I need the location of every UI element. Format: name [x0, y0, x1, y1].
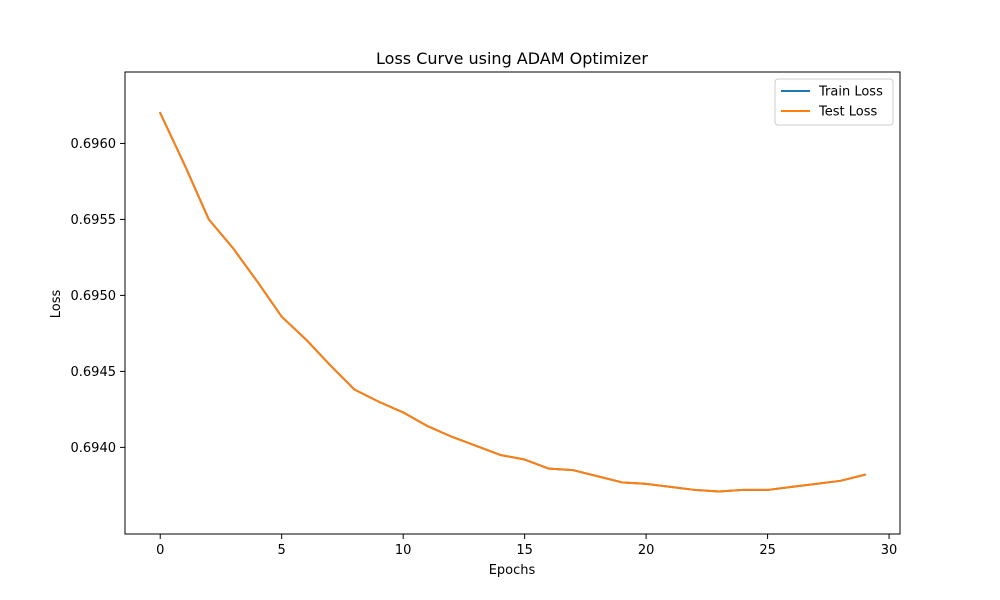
y-tick-label: 0.6950: [71, 289, 117, 304]
x-tick-label: 20: [638, 543, 655, 558]
legend-label-1: Test Loss: [818, 105, 877, 120]
x-tick-label: 5: [278, 543, 286, 558]
legend: Train Loss Test Loss: [774, 78, 894, 126]
x-tick-label: 15: [516, 543, 533, 558]
y-tick-label: 0.6940: [71, 441, 117, 456]
axes-frame: [124, 71, 901, 535]
series-line-1: [158, 111, 866, 493]
chart-title: Loss Curve using ADAM Optimizer: [376, 49, 648, 68]
legend-label-0: Train Loss: [818, 85, 883, 100]
y-axis-label: Loss: [49, 290, 64, 319]
x-tick-label: 10: [395, 543, 412, 558]
x-tick-label: 25: [759, 543, 776, 558]
plot-area: 0 5 10 15 20 25 30 0.6940 0.6945 0.6950 0.6955 0.69…: [71, 71, 901, 558]
y-tick-label: 0.6955: [71, 213, 117, 228]
y-tick-label: 0.6960: [71, 137, 117, 152]
x-tick-label: 0: [156, 543, 164, 558]
x-tick-label: 30: [881, 543, 898, 558]
x-axis-label: Epochs: [489, 563, 536, 578]
y-tick-label: 0.6945: [71, 365, 117, 380]
